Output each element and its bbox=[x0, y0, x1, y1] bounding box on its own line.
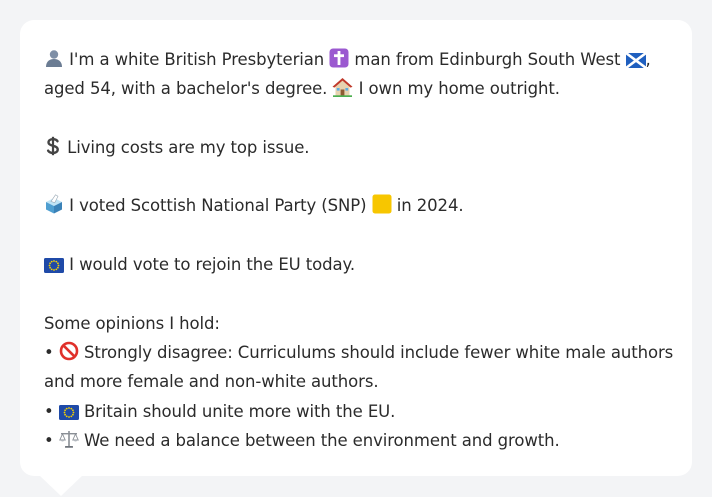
issue-line: Living costs are my top issue. bbox=[44, 133, 668, 162]
latin-cross-icon bbox=[329, 48, 349, 68]
intro-text-1b: man from Edinburgh South West bbox=[354, 50, 621, 69]
opinion-text-line-1: Strongly disagree: Curriculums should in… bbox=[83, 342, 674, 362]
opinion-text-line-1: Britain should unite more with the EU. bbox=[83, 401, 396, 421]
bullet: • bbox=[44, 430, 54, 450]
vote-line: I voted Scottish National Party (SNP) in… bbox=[44, 191, 668, 220]
dollar-sign-icon bbox=[44, 136, 62, 156]
profile-message-bubble: I'm a white British Presbyterian man fro… bbox=[20, 20, 692, 476]
eu-line: I would vote to rejoin the EU today. bbox=[44, 250, 668, 279]
yellow-square-icon bbox=[372, 194, 392, 214]
intro-text-1a: I'm a white British Presbyterian bbox=[69, 50, 325, 69]
intro-paragraph: I'm a white British Presbyterian man fro… bbox=[44, 45, 668, 104]
intro-line-1: I'm a white British Presbyterian man fro… bbox=[44, 45, 668, 74]
intro-text-2b: I own my home outright. bbox=[358, 79, 560, 99]
opinions-heading: Some opinions I hold: bbox=[44, 313, 220, 333]
opinion-item: • Strongly disagree: Curriculums should … bbox=[44, 338, 673, 367]
house-icon bbox=[332, 77, 353, 98]
vote-text-a: I voted Scottish National Party (SNP) bbox=[69, 196, 367, 216]
issue-paragraph: Living costs are my top issue. bbox=[44, 133, 668, 162]
opinion-item-continuation: and more female and non-white authors. bbox=[44, 372, 379, 392]
bullet: • bbox=[44, 401, 54, 421]
opinion-item: • We need a balance between the environm… bbox=[44, 426, 668, 455]
scotland-flag-icon bbox=[625, 53, 646, 68]
top-issue-text: Living costs are my top issue. bbox=[67, 137, 310, 157]
vote-text-b: in 2024. bbox=[396, 196, 464, 216]
intro-text-2a: aged 54, with a bachelor's degree. bbox=[44, 79, 328, 99]
opinion-item: • bbox=[44, 397, 668, 426]
eu-flag-icon bbox=[44, 258, 64, 274]
no-entry-icon bbox=[59, 341, 79, 361]
opinions-paragraph: Some opinions I hold: • Strongly disagre… bbox=[44, 309, 673, 455]
vote-paragraph: I voted Scottish National Party (SNP) in… bbox=[44, 191, 668, 220]
eu-flag-icon bbox=[58, 404, 79, 420]
eu-stance-text: I would vote to rejoin the EU today. bbox=[69, 255, 355, 275]
bubble-tail bbox=[40, 476, 82, 496]
ballot-box-icon bbox=[44, 194, 64, 214]
bullet: • bbox=[44, 342, 54, 362]
bust-in-silhouette-icon bbox=[44, 48, 64, 68]
eu-paragraph: I would vote to rejoin the EU today. bbox=[44, 250, 668, 279]
intro-line-2: aged 54, with a bachelor's degree. I own… bbox=[44, 74, 668, 103]
balance-scale-icon bbox=[58, 429, 79, 449]
opinion-text-line-1: We need a balance between the environmen… bbox=[83, 430, 560, 450]
